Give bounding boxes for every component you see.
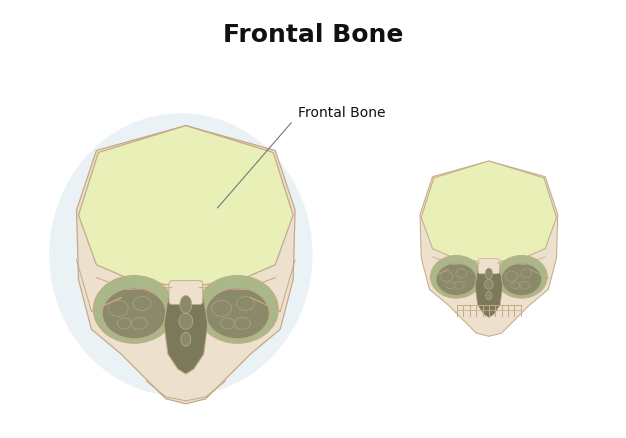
Ellipse shape	[103, 288, 166, 339]
Polygon shape	[164, 288, 208, 374]
Ellipse shape	[436, 263, 476, 295]
Ellipse shape	[179, 314, 193, 329]
Ellipse shape	[206, 288, 269, 339]
Ellipse shape	[486, 291, 492, 300]
Ellipse shape	[237, 297, 254, 311]
Ellipse shape	[505, 272, 518, 281]
Ellipse shape	[454, 281, 464, 289]
FancyBboxPatch shape	[478, 258, 500, 274]
FancyBboxPatch shape	[169, 281, 203, 304]
Ellipse shape	[220, 318, 235, 329]
Ellipse shape	[117, 318, 131, 329]
Ellipse shape	[431, 255, 482, 298]
Ellipse shape	[49, 113, 312, 396]
Ellipse shape	[496, 255, 547, 298]
Ellipse shape	[485, 279, 493, 290]
Ellipse shape	[520, 281, 530, 289]
Text: Frontal Bone: Frontal Bone	[298, 106, 386, 120]
Ellipse shape	[485, 268, 493, 279]
Polygon shape	[78, 126, 293, 286]
Ellipse shape	[93, 276, 175, 343]
Ellipse shape	[235, 318, 250, 329]
Ellipse shape	[133, 297, 151, 311]
Ellipse shape	[181, 332, 191, 346]
Ellipse shape	[511, 282, 520, 289]
Ellipse shape	[521, 269, 532, 278]
Ellipse shape	[446, 282, 455, 289]
Polygon shape	[421, 161, 557, 262]
Ellipse shape	[501, 263, 541, 295]
Polygon shape	[475, 263, 503, 318]
Ellipse shape	[108, 300, 128, 316]
Ellipse shape	[197, 276, 278, 343]
Polygon shape	[76, 126, 295, 404]
Ellipse shape	[440, 272, 453, 281]
Ellipse shape	[180, 296, 192, 314]
Ellipse shape	[456, 269, 467, 278]
Ellipse shape	[212, 300, 232, 316]
Polygon shape	[420, 161, 558, 336]
Ellipse shape	[131, 318, 147, 329]
Text: Frontal Bone: Frontal Bone	[223, 23, 403, 47]
